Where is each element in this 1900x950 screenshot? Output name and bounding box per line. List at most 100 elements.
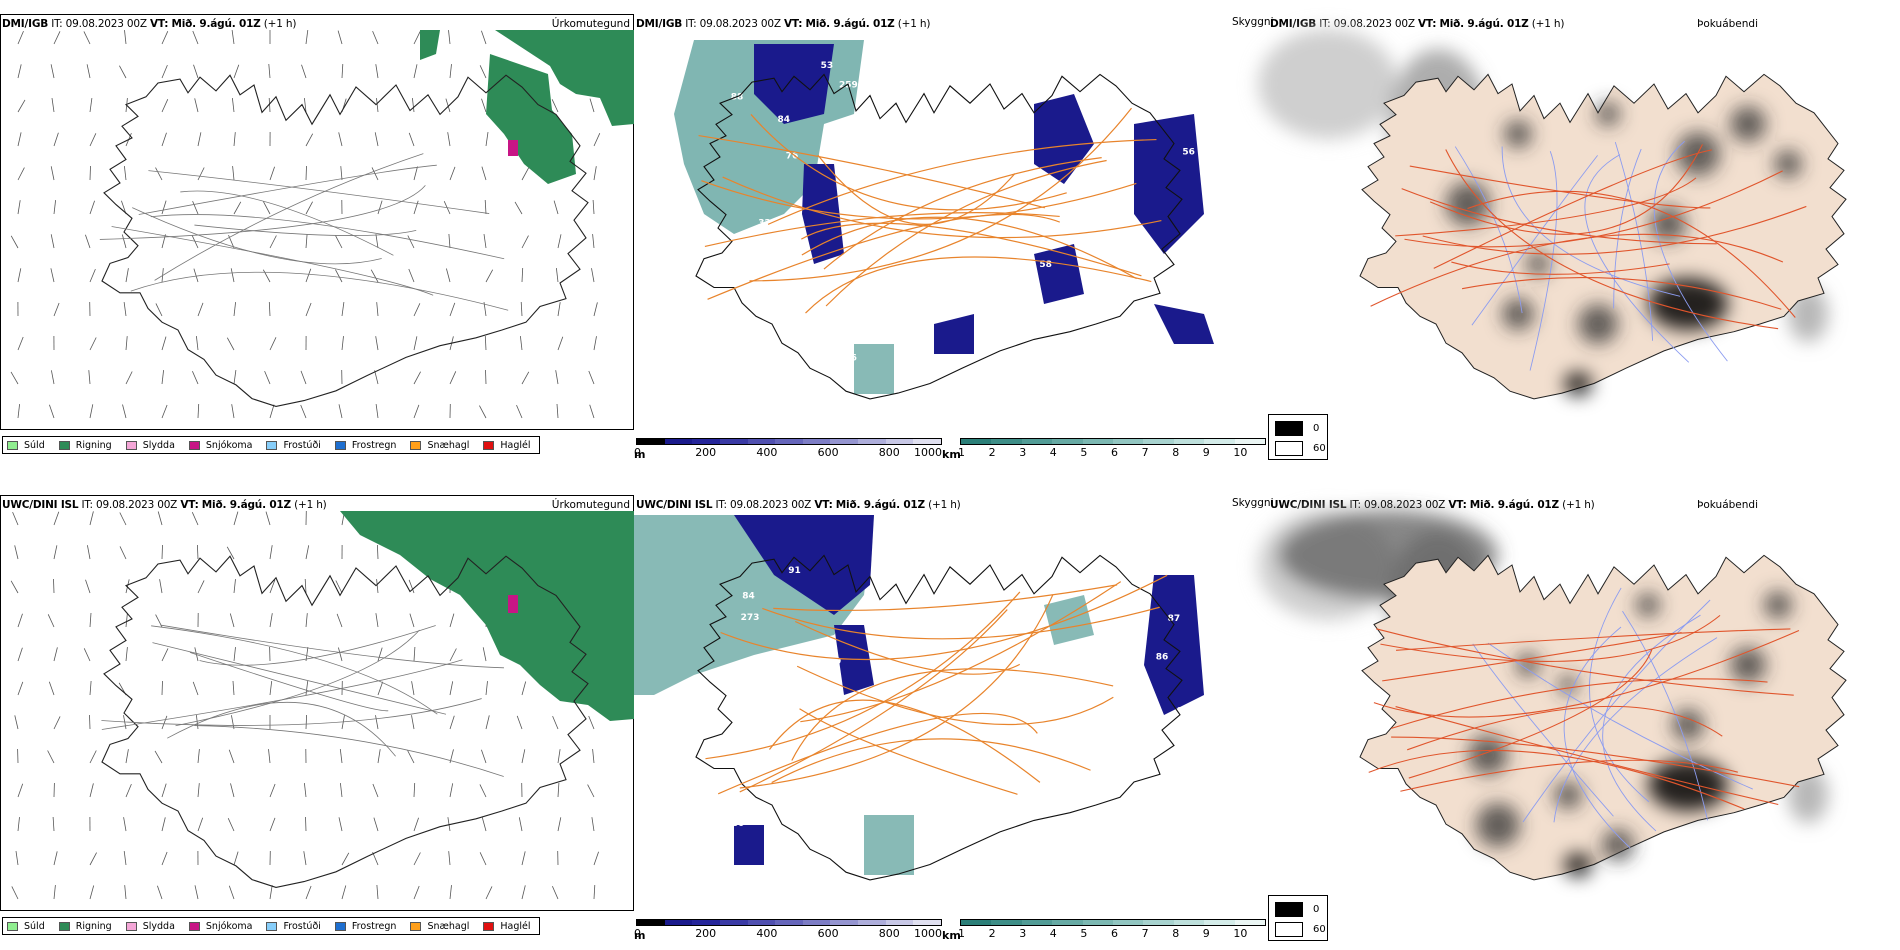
wind-barb: [413, 404, 420, 419]
wind-barb: [552, 886, 559, 900]
wind-barb: [375, 613, 379, 628]
wind-barb: [228, 749, 235, 764]
cloud-base-label: 55: [1130, 348, 1143, 358]
wind-barb: [479, 405, 487, 419]
wind-barb: [305, 613, 308, 628]
precip-legend-item: Haglél: [483, 440, 531, 451]
wind-barb: [516, 715, 523, 730]
scale-cell: [1082, 439, 1114, 444]
wind-barb: [374, 132, 379, 147]
scale-tick-label: 2: [988, 927, 996, 940]
wind-barb: [520, 336, 523, 351]
wind-barb: [233, 201, 242, 215]
wind-barb: [341, 885, 347, 900]
wind-barb: [413, 303, 421, 317]
scale-tick-label: 4: [1049, 927, 1057, 940]
wind-barb: [193, 268, 199, 283]
wind-barb: [514, 201, 523, 215]
wind-barb: [268, 63, 271, 79]
wind-barb: [592, 199, 595, 215]
scale-cell: [1143, 920, 1174, 925]
wind-barb: [449, 783, 454, 798]
scale-tick-label: 5: [1080, 446, 1088, 459]
scale-cell: [1234, 920, 1266, 925]
precip-legend-item: Slydda: [125, 921, 175, 932]
wind-barb: [53, 31, 61, 45]
wind-barb: [265, 511, 271, 526]
wind-barb: [449, 64, 452, 79]
wind-barb: [556, 268, 559, 283]
wind-barb: [336, 613, 343, 628]
wind-barb: [338, 132, 343, 147]
wind-barb: [197, 580, 205, 594]
wind-barb: [338, 817, 343, 832]
visibility-panel-1: DMI/IGB IT: 09.08.2023 00Z VT: Mið. 9.ág…: [634, 14, 1274, 461]
precip-legend: Súld Rigning Slydda Snjókoma Frostúði Frostre…: [2, 436, 540, 454]
visibility-title: Skyggni: [1232, 16, 1274, 28]
scale-cell: [802, 920, 831, 925]
wind-barb: [233, 64, 240, 79]
wind-barb: [17, 336, 24, 351]
scale-cell: [885, 439, 914, 444]
wind-barb: [53, 200, 56, 215]
wind-barb: [197, 302, 204, 317]
scale-tick-label: 9: [1202, 446, 1210, 459]
vis-unit: km: [942, 448, 961, 461]
scale-tick-label: 600: [817, 927, 839, 940]
precip-legend-item: Snæhagl: [410, 440, 469, 451]
wind-barb: [446, 268, 451, 283]
cloud-base-label: 94: [1095, 330, 1108, 340]
cloud-base-label: 119: [823, 657, 842, 667]
wind-barb: [375, 404, 379, 419]
wind-barb: [482, 647, 487, 662]
cloud-base-label: 273: [741, 613, 760, 623]
wind-barb: [557, 749, 561, 764]
scale-cell: [692, 439, 720, 444]
wind-barb: [372, 783, 379, 798]
wind-barb: [89, 337, 97, 351]
wind-barb: [304, 578, 307, 594]
fog-legend-item: 60: [1275, 441, 1326, 456]
scale-cell: [1113, 439, 1144, 444]
wind-barb: [335, 235, 343, 249]
wind-barb: [53, 545, 58, 560]
cloud-base-label: 91: [788, 566, 801, 576]
scale-cell: [913, 439, 942, 444]
wind-barb: [49, 404, 55, 419]
precip-legend-item: Rigning: [58, 921, 112, 932]
scale-cell: [1052, 920, 1083, 925]
wind-barb: [154, 750, 163, 764]
wind-barb: [305, 233, 308, 249]
height-scale: 0 200 400 600 800 1000: [634, 438, 942, 464]
wind-barb: [521, 235, 529, 249]
wind-barb: [479, 65, 487, 79]
wind-barb: [89, 885, 95, 900]
cloud-base-label: 259: [914, 747, 933, 757]
wind-barb: [341, 852, 350, 866]
scale-cell: [664, 439, 693, 444]
scale-tick-label: 1: [958, 446, 965, 459]
scale-cell: [637, 920, 665, 925]
wind-barb: [269, 783, 276, 798]
precip-legend-item: Súld: [7, 440, 45, 451]
wind-barb: [17, 647, 23, 662]
wind-barb: [192, 200, 199, 215]
wind-barb: [449, 715, 455, 730]
scale-tick-label: 8: [1172, 927, 1180, 940]
wind-barb: [341, 302, 345, 317]
precip-legend-item: Snjókoma: [188, 921, 252, 932]
wind-barb: [10, 580, 19, 594]
cloud-base-label: 57: [969, 165, 982, 175]
wind-barb: [372, 30, 379, 45]
wind-barb: [50, 166, 55, 181]
wind-barb: [305, 816, 307, 832]
wind-barb: [269, 681, 273, 696]
wind-barb: [593, 302, 598, 317]
precip-legend-item: Rigning: [58, 440, 112, 451]
wind-barb: [161, 715, 168, 730]
wind-barb: [413, 646, 416, 662]
wind-barb: [86, 64, 91, 79]
wind-barb: [192, 371, 199, 385]
wind-barb: [479, 852, 487, 866]
wind-barb: [335, 269, 343, 283]
